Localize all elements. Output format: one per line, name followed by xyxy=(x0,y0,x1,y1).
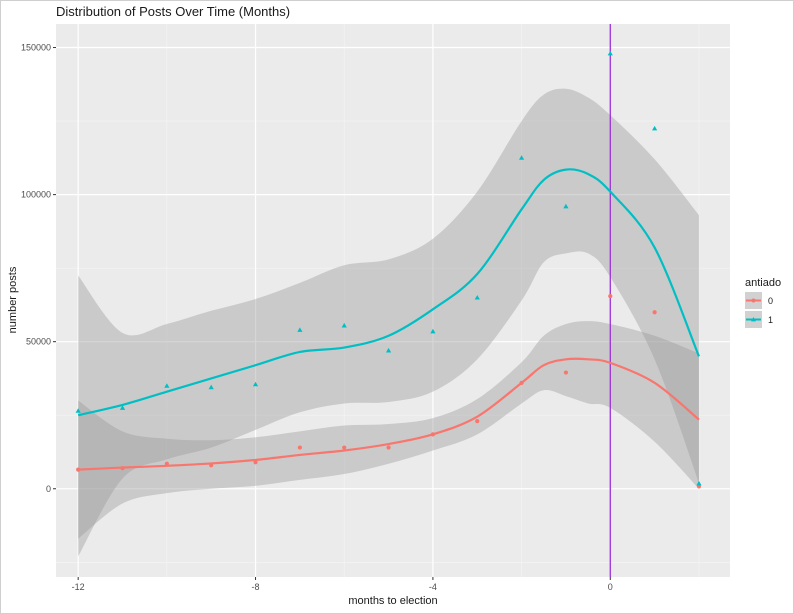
data-point-series-1 xyxy=(164,383,170,388)
confidence-band-series-0 xyxy=(78,321,699,539)
legend-keys: 01 xyxy=(745,292,773,328)
data-point-series-0 xyxy=(120,466,125,471)
data-point-series-0 xyxy=(76,467,81,472)
legend: antiado 01 xyxy=(745,277,781,328)
legend-key-marker-1 xyxy=(751,317,756,322)
y-tick-label: 0 xyxy=(46,484,51,494)
data-point-series-0 xyxy=(386,445,391,450)
legend-key-marker-0 xyxy=(751,298,756,303)
data-point-series-1 xyxy=(252,381,259,387)
legend-label-1: 1 xyxy=(768,315,773,325)
data-point-series-1 xyxy=(563,203,569,209)
data-point-series-0 xyxy=(164,461,169,466)
data-point-series-0 xyxy=(608,293,613,299)
x-axis-ticks: -12 -8 -4 0 xyxy=(72,577,613,592)
chart-title: Distribution of Posts Over Time (Months) xyxy=(56,4,290,19)
y-tick-label: 150000 xyxy=(21,43,51,53)
smooth-line-series-1 xyxy=(77,168,700,417)
x-tick-label: -12 xyxy=(72,582,85,592)
data-point-series-1 xyxy=(430,328,436,334)
data-point-series-1 xyxy=(341,322,347,328)
data-point-series-1 xyxy=(75,408,81,413)
y-axis-title: number posts xyxy=(7,266,19,333)
data-point-series-0 xyxy=(475,419,480,424)
data-point-series-1 xyxy=(385,347,392,353)
data-point-series-0 xyxy=(430,432,436,437)
legend-label-0: 0 xyxy=(768,296,773,306)
y-axis-ticks: 0 50000 100000 150000 xyxy=(21,43,56,494)
x-axis-title: months to election xyxy=(348,595,437,607)
data-point-series-0 xyxy=(652,310,657,315)
legend-title: antiado xyxy=(745,277,781,289)
y-tick-label: 50000 xyxy=(26,337,51,347)
data-point-series-1 xyxy=(518,155,525,160)
data-point-series-0 xyxy=(297,445,302,450)
x-tick-label: 0 xyxy=(608,582,613,592)
data-point-series-1 xyxy=(696,480,702,486)
data-point-series-1 xyxy=(297,327,303,332)
data-point-series-1 xyxy=(119,405,126,410)
x-tick-label: -4 xyxy=(429,582,437,592)
y-tick-label: 100000 xyxy=(21,190,51,200)
data-point-series-0 xyxy=(563,370,569,375)
grid-major xyxy=(56,24,730,577)
data-point-series-1 xyxy=(474,294,480,300)
data-point-series-0 xyxy=(342,445,347,450)
data-points xyxy=(75,50,702,489)
plot-panel xyxy=(56,24,730,577)
data-point-series-1 xyxy=(208,384,214,390)
x-tick-label: -8 xyxy=(252,582,260,592)
confidence-bands xyxy=(78,88,699,557)
confidence-band-series-1 xyxy=(78,88,699,557)
data-point-series-1 xyxy=(652,125,658,131)
data-point-series-0 xyxy=(519,380,524,385)
data-point-series-1 xyxy=(607,50,613,56)
data-point-series-0 xyxy=(209,463,214,468)
data-point-series-0 xyxy=(253,460,258,465)
